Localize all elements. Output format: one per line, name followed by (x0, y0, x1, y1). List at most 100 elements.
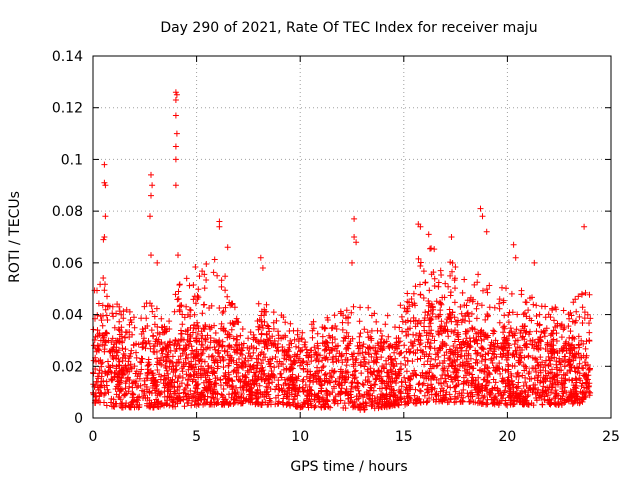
data-point (97, 389, 103, 396)
data-point (177, 398, 184, 404)
data-point (330, 354, 337, 361)
data-point (459, 398, 466, 405)
data-point (544, 348, 551, 354)
data-point (214, 272, 221, 279)
data-point (437, 299, 443, 306)
data-point (182, 355, 189, 362)
data-point (351, 234, 358, 240)
data-point (307, 347, 314, 354)
data-point (133, 384, 140, 391)
data-point (189, 347, 196, 354)
data-point (153, 305, 160, 312)
data-point (567, 328, 574, 335)
data-point (335, 357, 342, 364)
data-point (379, 378, 386, 385)
data-point (293, 353, 300, 360)
data-point (368, 335, 375, 342)
data-point (319, 364, 326, 371)
data-point (218, 391, 225, 398)
data-point (382, 384, 389, 391)
data-point (314, 330, 321, 337)
data-point (349, 259, 355, 266)
data-point (270, 325, 277, 332)
data-point (512, 347, 519, 354)
y-tick-label: 0.12 (52, 101, 83, 117)
data-point (437, 307, 444, 314)
data-point (411, 392, 418, 399)
data-point (287, 337, 294, 344)
data-point (520, 401, 527, 407)
data-point (187, 335, 194, 341)
data-point (523, 397, 530, 404)
data-point (326, 350, 333, 357)
data-point (99, 322, 106, 329)
data-point (484, 401, 491, 408)
data-point (102, 306, 109, 313)
data-point (123, 378, 130, 385)
data-point (526, 369, 533, 375)
data-point (345, 342, 352, 349)
data-point (452, 362, 459, 369)
data-point (237, 376, 243, 383)
data-point (433, 298, 440, 305)
data-point (451, 399, 458, 406)
data-point (494, 340, 501, 347)
data-point (498, 343, 505, 350)
data-point (129, 331, 136, 338)
data-point (271, 364, 278, 371)
data-point (335, 391, 342, 398)
data-point (212, 375, 219, 382)
data-point (406, 349, 413, 356)
data-point (162, 354, 169, 361)
data-point (428, 316, 435, 323)
data-point (533, 328, 540, 335)
data-point (102, 370, 109, 377)
data-point (269, 379, 276, 386)
data-point (479, 387, 486, 394)
data-point (273, 383, 280, 390)
data-point (538, 303, 545, 310)
data-point (543, 325, 550, 332)
data-point (294, 327, 301, 334)
data-point (286, 344, 293, 351)
data-point (260, 351, 267, 357)
data-point (503, 401, 510, 408)
data-point (385, 378, 392, 385)
data-point (191, 321, 198, 328)
data-point (509, 395, 515, 402)
data-point (330, 359, 337, 366)
data-point (481, 336, 488, 343)
data-point (452, 368, 459, 375)
data-point (345, 314, 352, 320)
data-point (287, 320, 294, 327)
data-point (116, 362, 123, 369)
data-point (562, 358, 568, 365)
data-point (322, 398, 329, 405)
data-point (161, 323, 168, 330)
data-point (427, 361, 434, 368)
data-point (398, 390, 405, 397)
data-point (167, 383, 174, 390)
data-point (448, 328, 455, 335)
data-point (553, 330, 560, 337)
data-point (322, 325, 329, 332)
data-point (263, 330, 270, 337)
data-point (511, 401, 518, 407)
data-point (483, 286, 490, 293)
data-point (111, 324, 118, 331)
data-point (468, 382, 475, 389)
data-point (348, 309, 355, 316)
data-point (385, 333, 392, 340)
data-point (158, 400, 165, 407)
data-point (123, 400, 130, 407)
data-point (296, 355, 303, 362)
data-point (365, 334, 372, 341)
data-point (114, 301, 121, 308)
data-point (159, 350, 166, 357)
data-point (494, 385, 501, 392)
data-point (143, 384, 150, 390)
data-point (357, 350, 363, 357)
data-point (540, 374, 547, 381)
data-point (95, 375, 102, 382)
data-point (554, 379, 561, 386)
